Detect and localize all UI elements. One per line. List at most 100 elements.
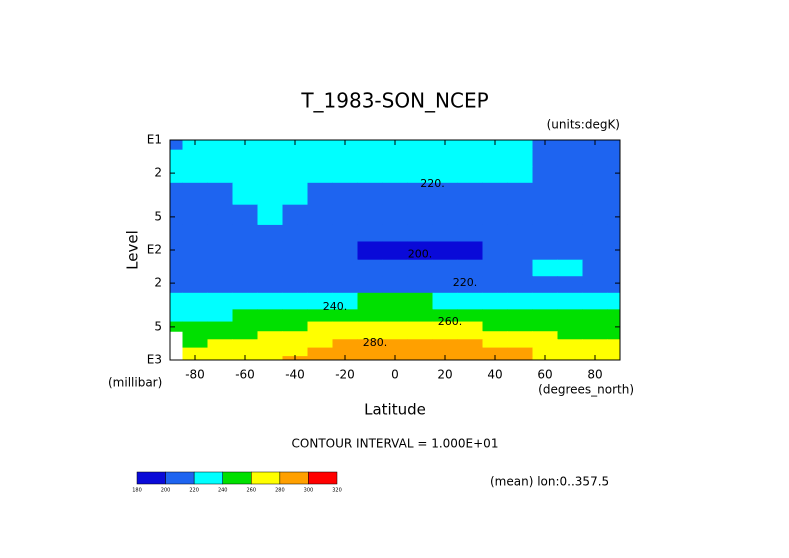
field-cell <box>232 241 258 261</box>
field-cell <box>432 321 458 332</box>
x-tick-label: -40 <box>285 368 305 382</box>
field-cell <box>282 331 308 340</box>
field-cell <box>232 224 258 242</box>
field-cell <box>407 347 433 357</box>
field-cell <box>307 292 333 310</box>
field-cell <box>232 309 258 323</box>
field-cell <box>457 182 483 206</box>
field-cell <box>557 347 583 357</box>
field-cell <box>232 182 258 206</box>
field-cell <box>182 347 208 357</box>
field-cell <box>357 339 383 349</box>
field-cell <box>582 166 608 184</box>
field-cell <box>407 166 433 184</box>
contour-label: 220. <box>453 276 478 289</box>
field-cell <box>257 339 283 349</box>
field-cell <box>182 224 208 242</box>
field-cell <box>482 182 508 206</box>
field-cell <box>557 182 583 206</box>
field-cell <box>582 321 608 332</box>
field-cell <box>532 259 558 277</box>
field-cell <box>582 259 608 277</box>
field-cell <box>232 331 258 340</box>
field-cell <box>332 292 358 310</box>
field-cell <box>257 276 283 294</box>
field-cell <box>182 149 208 167</box>
field-cell <box>382 339 408 349</box>
field-cell <box>432 149 458 167</box>
field-cell <box>457 241 483 261</box>
field-cell <box>307 204 333 226</box>
field-cell <box>282 347 308 357</box>
colorbar-swatch <box>193 471 223 485</box>
field-cell <box>607 331 621 340</box>
colorbar-label: 260 <box>247 488 257 494</box>
field-cell <box>607 166 621 184</box>
field-cell <box>332 309 358 323</box>
colorbar-label: 280 <box>275 488 285 494</box>
field-cell <box>407 204 433 226</box>
field-cell <box>382 276 408 294</box>
field-cell <box>557 166 583 184</box>
field-cell <box>557 259 583 277</box>
field-cell <box>207 331 233 340</box>
field-cell <box>170 241 183 261</box>
field-cell <box>507 149 533 167</box>
x-tick-label: -20 <box>335 368 355 382</box>
field-cell <box>232 347 258 357</box>
field-cell <box>582 309 608 323</box>
field-cell <box>170 309 183 323</box>
field-cell <box>357 356 383 361</box>
y-axis-label: Level <box>124 230 142 270</box>
field-cell <box>507 331 533 340</box>
field-cell <box>182 259 208 277</box>
field-cell <box>532 292 558 310</box>
field-cell <box>232 204 258 226</box>
y-tick-label: E2 <box>147 243 162 257</box>
field-cell <box>532 309 558 323</box>
field-cell <box>357 347 383 357</box>
field-cell <box>182 204 208 226</box>
y-tick-label: 5 <box>154 209 162 223</box>
field-cell <box>382 309 408 323</box>
field-cell <box>557 309 583 323</box>
field-cell <box>207 182 233 206</box>
field-cell <box>332 241 358 261</box>
chart-title: T_1983-SON_NCEP <box>300 89 488 113</box>
field-cell <box>207 204 233 226</box>
field-cell <box>507 259 533 277</box>
field-cell <box>607 321 621 332</box>
field-cell <box>207 276 233 294</box>
field-cell <box>457 140 483 151</box>
field-cell <box>332 339 358 349</box>
field-cell <box>457 166 483 184</box>
field-cell <box>282 259 308 277</box>
field-cell <box>457 347 483 357</box>
field-cell <box>507 140 533 151</box>
field-cell <box>357 321 383 332</box>
field-cell <box>232 276 258 294</box>
field-cell <box>532 339 558 349</box>
field-cell <box>432 224 458 242</box>
field-cell <box>357 331 383 340</box>
field-cell <box>557 241 583 261</box>
field-cell <box>282 140 308 151</box>
field-cell <box>607 224 621 242</box>
field-cell <box>332 166 358 184</box>
field-cell <box>607 140 621 151</box>
colorbar-swatch <box>136 471 166 485</box>
field-cell <box>482 224 508 242</box>
field-cell <box>307 224 333 242</box>
field-cell <box>582 347 608 357</box>
y-tick-label: 5 <box>154 319 162 333</box>
field-cell <box>457 356 483 361</box>
field-cell <box>357 166 383 184</box>
field-cell <box>507 339 533 349</box>
field-cell <box>482 259 508 277</box>
field-cell <box>532 204 558 226</box>
contour-label: 240. <box>323 300 348 313</box>
field-cell <box>332 276 358 294</box>
field-cell <box>170 149 183 167</box>
field-cell <box>407 339 433 349</box>
